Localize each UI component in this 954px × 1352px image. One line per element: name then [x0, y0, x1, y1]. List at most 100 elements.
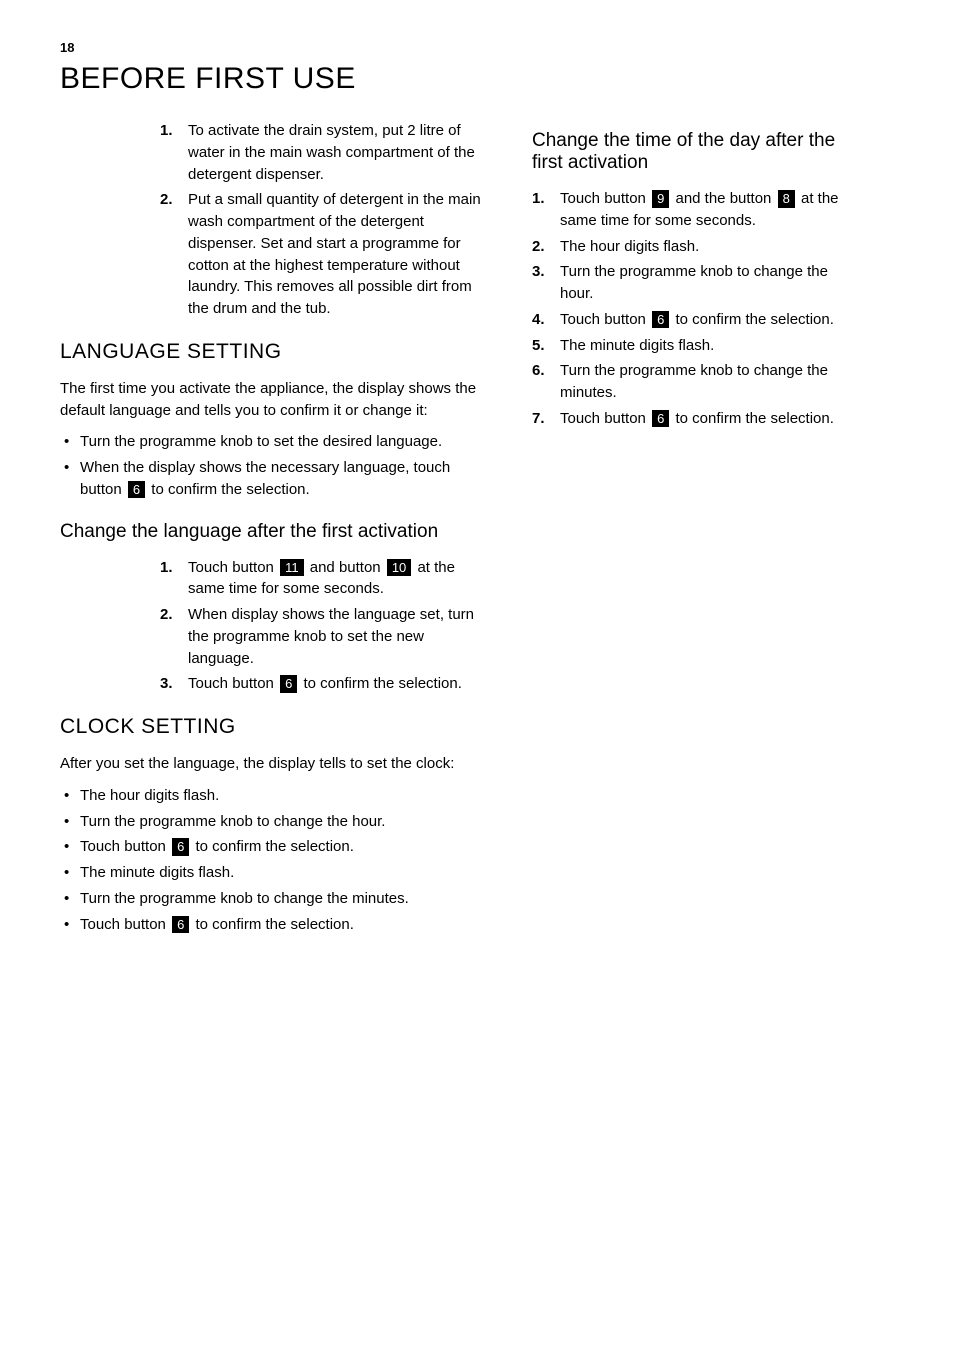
bullet-text: Touch button 6 to confirm the selection.	[80, 836, 492, 858]
bullet-item: • Turn the programme knob to set the des…	[60, 431, 492, 453]
text-post: to confirm the selection.	[147, 481, 310, 498]
list-text: Turn the programme knob to change the mi…	[560, 360, 864, 404]
main-title: BEFORE FIRST USE	[60, 62, 894, 96]
list-text: The minute digits flash.	[560, 335, 864, 357]
list-item: 2. When display shows the language set, …	[160, 604, 492, 669]
list-item: 2. The hour digits flash.	[532, 236, 864, 258]
bullet-text: Turn the programme knob to change the ho…	[80, 811, 492, 833]
list-item: 1. Touch button 11 and button 10 at the …	[160, 557, 492, 601]
bullet-icon: •	[60, 785, 80, 807]
text-pre: Touch button	[560, 311, 650, 328]
list-item: 4. Touch button 6 to confirm the selecti…	[532, 309, 864, 331]
text-post: to confirm the selection.	[299, 675, 462, 692]
list-number: 2.	[160, 604, 188, 669]
text-pre: Touch button	[80, 838, 170, 855]
list-item: 3. Turn the programme knob to change the…	[532, 261, 864, 305]
list-text: Touch button 6 to confirm the selection.	[560, 309, 864, 331]
list-text: Touch button 6 to confirm the selection.	[560, 408, 864, 430]
list-number: 6.	[532, 360, 560, 404]
list-text: To activate the drain system, put 2 litr…	[188, 120, 492, 185]
list-item: 1. Touch button 9 and the button 8 at th…	[532, 188, 864, 232]
list-item: 7. Touch button 6 to confirm the selecti…	[532, 408, 864, 430]
list-number: 3.	[160, 673, 188, 695]
bullet-text: Turn the programme knob to set the desir…	[80, 431, 492, 453]
bullet-item: • The hour digits flash.	[60, 785, 492, 807]
button-number-box: 11	[280, 559, 304, 577]
bullet-item: • When the display shows the necessary l…	[60, 457, 492, 501]
list-text: Put a small quantity of detergent in the…	[188, 189, 492, 320]
list-text: Touch button 11 and button 10 at the sam…	[188, 557, 492, 601]
text-post: to confirm the selection.	[671, 410, 834, 427]
list-text: Touch button 9 and the button 8 at the s…	[560, 188, 864, 232]
text-post: to confirm the selection.	[191, 916, 354, 933]
button-number-box: 6	[652, 311, 669, 329]
list-number: 2.	[532, 236, 560, 258]
bullet-item: • The minute digits flash.	[60, 862, 492, 884]
bullet-text: The minute digits flash.	[80, 862, 492, 884]
language-bullets: • Turn the programme knob to set the des…	[60, 431, 492, 500]
list-item: 2. Put a small quantity of detergent in …	[160, 189, 492, 320]
change-language-list: 1. Touch button 11 and button 10 at the …	[160, 557, 492, 696]
list-number: 1.	[160, 120, 188, 185]
bullet-item: • Touch button 6 to confirm the selectio…	[60, 914, 492, 936]
language-para: The first time you activate the applianc…	[60, 378, 492, 422]
bullet-text: Turn the programme knob to change the mi…	[80, 888, 492, 910]
columns-container: 1. To activate the drain system, put 2 l…	[60, 120, 894, 955]
list-number: 5.	[532, 335, 560, 357]
button-number-box: 9	[652, 190, 669, 208]
text-post: to confirm the selection.	[191, 838, 354, 855]
list-item: 1. To activate the drain system, put 2 l…	[160, 120, 492, 185]
text-mid: and button	[306, 559, 385, 576]
intro-list: 1. To activate the drain system, put 2 l…	[160, 120, 492, 320]
bullet-text: Touch button 6 to confirm the selection.	[80, 914, 492, 936]
text-pre: Touch button	[188, 675, 278, 692]
clock-setting-heading: CLOCK SETTING	[60, 715, 492, 739]
bullet-icon: •	[60, 862, 80, 884]
change-time-heading: Change the time of the day after the fir…	[532, 130, 864, 174]
list-text: The hour digits flash.	[560, 236, 864, 258]
clock-bullets: • The hour digits flash. • Turn the prog…	[60, 785, 492, 936]
list-number: 4.	[532, 309, 560, 331]
change-language-heading: Change the language after the first acti…	[60, 521, 492, 543]
button-number-box: 8	[778, 190, 795, 208]
list-number: 3.	[532, 261, 560, 305]
list-text: When display shows the language set, tur…	[188, 604, 492, 669]
text-pre: Touch button	[560, 410, 650, 427]
bullet-text: When the display shows the necessary lan…	[80, 457, 492, 501]
button-number-box: 6	[128, 481, 145, 499]
list-number: 7.	[532, 408, 560, 430]
change-time-list: 1. Touch button 9 and the button 8 at th…	[532, 188, 864, 430]
bullet-icon: •	[60, 836, 80, 858]
page-number: 18	[60, 40, 74, 55]
text-post: to confirm the selection.	[671, 311, 834, 328]
text-pre: Touch button	[188, 559, 278, 576]
button-number-box: 10	[387, 559, 411, 577]
bullet-item: • Turn the programme knob to change the …	[60, 811, 492, 833]
list-number: 2.	[160, 189, 188, 320]
bullet-text: The hour digits flash.	[80, 785, 492, 807]
button-number-box: 6	[172, 838, 189, 856]
list-item: 6. Turn the programme knob to change the…	[532, 360, 864, 404]
button-number-box: 6	[280, 675, 297, 693]
left-column: 1. To activate the drain system, put 2 l…	[60, 120, 492, 955]
right-column: Change the time of the day after the fir…	[532, 120, 894, 955]
bullet-icon: •	[60, 457, 80, 501]
list-number: 1.	[160, 557, 188, 601]
bullet-icon: •	[60, 811, 80, 833]
text-mid: and the button	[671, 190, 775, 207]
button-number-box: 6	[172, 916, 189, 934]
clock-para: After you set the language, the display …	[60, 753, 492, 775]
text-pre: Touch button	[560, 190, 650, 207]
list-item: 3. Touch button 6 to confirm the selecti…	[160, 673, 492, 695]
list-text: Turn the programme knob to change the ho…	[560, 261, 864, 305]
list-number: 1.	[532, 188, 560, 232]
list-text: Touch button 6 to confirm the selection.	[188, 673, 492, 695]
bullet-icon: •	[60, 431, 80, 453]
bullet-item: • Touch button 6 to confirm the selectio…	[60, 836, 492, 858]
button-number-box: 6	[652, 410, 669, 428]
bullet-icon: •	[60, 914, 80, 936]
bullet-icon: •	[60, 888, 80, 910]
bullet-item: • Turn the programme knob to change the …	[60, 888, 492, 910]
language-setting-heading: LANGUAGE SETTING	[60, 340, 492, 364]
list-item: 5. The minute digits flash.	[532, 335, 864, 357]
